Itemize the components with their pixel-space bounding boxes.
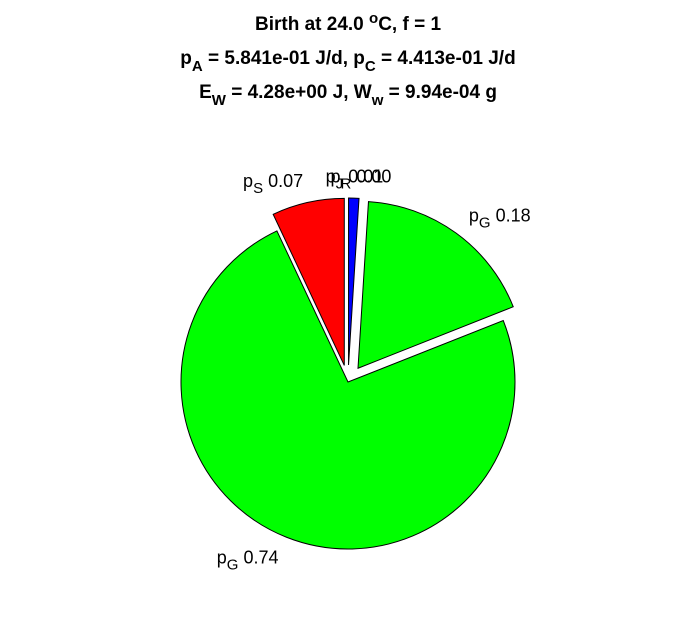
label-symbol: p [217, 547, 227, 567]
label-sub: J [336, 175, 344, 192]
slice-label: pR 0.00 [330, 167, 391, 193]
label-symbol: p [469, 206, 479, 226]
slice-label: pG 0.74 [217, 547, 279, 573]
title-segment: A [192, 58, 203, 75]
label-sub: G [479, 215, 491, 232]
label-symbol: p [330, 167, 340, 187]
title-segment: = 5.841e-01 J/d, p [203, 48, 365, 69]
slice-label: pG 0.18 [469, 206, 531, 232]
chart-title: pA = 5.841e-01 J/d, pC = 4.413e-01 J/d [180, 48, 515, 75]
slice-label: pJ 0.01 [326, 166, 384, 192]
label-symbol: p [326, 166, 336, 186]
pie-slice [348, 197, 360, 366]
title-segment: Birth at 24.0 [255, 14, 369, 35]
label-value: 0.18 [496, 206, 531, 226]
chart-title: EW = 4.28e+00 J, Ww = 9.94e-04 g [199, 82, 497, 109]
label-symbol: p [243, 171, 253, 191]
title-segment: = 9.94e-04 g [383, 82, 497, 103]
label-sub: R [340, 176, 351, 193]
title-segment: o [369, 10, 378, 27]
pie-slice [272, 197, 345, 366]
title-segment: w [371, 92, 384, 109]
chart-title: Birth at 24.0 oC, f = 1 [255, 10, 441, 35]
pie-slice [180, 230, 516, 550]
label-value: 0.00 [356, 167, 391, 187]
title-segment: C, f = 1 [378, 14, 441, 35]
title-segment: W [212, 92, 227, 109]
label-value: 0.74 [243, 547, 278, 567]
label-value: 0.01 [348, 166, 383, 186]
label-sub: S [253, 180, 263, 197]
title-segment: E [199, 82, 212, 103]
title-segment: = 4.28e+00 J, W [226, 82, 372, 103]
label-value: 0.07 [268, 171, 303, 191]
title-segment: = 4.413e-01 J/d [376, 48, 516, 69]
title-segment: C [365, 58, 376, 75]
label-sub: G [227, 556, 239, 573]
slice-label: pS 0.07 [243, 171, 303, 197]
pie-slice [357, 201, 514, 370]
title-segment: p [180, 48, 192, 69]
